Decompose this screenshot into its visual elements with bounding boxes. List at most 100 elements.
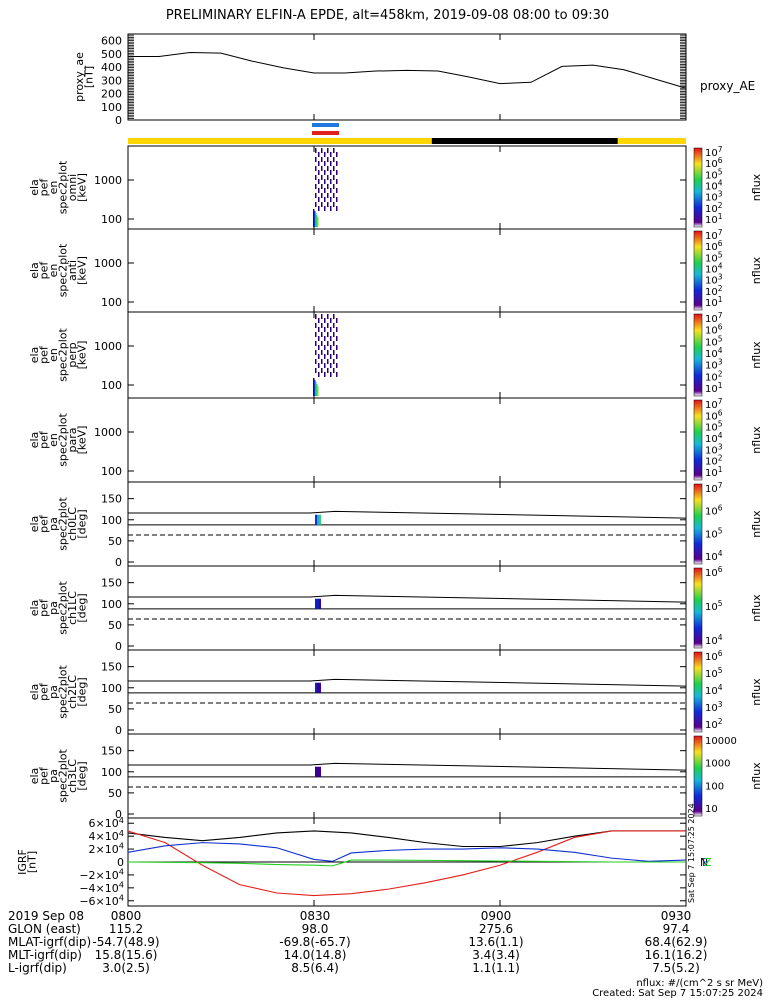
footer-value: 1.1(1.1) <box>472 961 520 975</box>
spectro-cell <box>318 363 320 368</box>
footer-value: 0930 <box>660 909 692 923</box>
spectro-cell <box>327 166 329 171</box>
colorbar <box>693 483 703 565</box>
y-tick-label: 6×104 <box>89 815 124 830</box>
footer-value: -54.7(48.9) <box>92 935 160 949</box>
spectro-cell <box>327 193 329 198</box>
y-tick-label: 1000 <box>94 174 122 187</box>
spectro-cell <box>333 202 335 207</box>
colorbar-tick: 105 <box>705 334 723 348</box>
spectro-cell <box>315 323 317 328</box>
spectro-cell <box>313 378 315 396</box>
spectro-cell <box>318 188 320 193</box>
footer-value: 14.0(14.8) <box>283 948 347 962</box>
spectro-cell <box>316 384 318 396</box>
footer-value: 16.1(16.2) <box>644 948 708 962</box>
colorbar-tick: 106 <box>705 156 723 170</box>
colorbar-tick: 103 <box>705 700 723 714</box>
spectro-cell <box>317 386 319 396</box>
y-axis-label: elapefenspec2plotperp[keV] <box>28 328 89 382</box>
status-bar-segment <box>431 138 618 144</box>
colorbar-tick: 107 <box>705 311 723 325</box>
colorbar-tick: 106 <box>705 504 723 518</box>
spectro-cell <box>336 206 338 211</box>
colorbar-label: nflux <box>750 256 763 284</box>
spectro-cell <box>318 170 320 175</box>
spectro-cell <box>333 148 335 153</box>
y-tick-label: 100 <box>101 598 122 611</box>
colorbar-tick: 103 <box>705 442 723 456</box>
spectro-cell <box>333 166 335 171</box>
spectro-cell <box>336 170 338 175</box>
spectro-cell <box>327 323 329 328</box>
colorbar-tick: 103 <box>705 190 723 204</box>
colorbar-tick: 107 <box>705 481 723 495</box>
spectro-cell <box>333 184 335 189</box>
spectro-cell <box>318 345 320 350</box>
spectro-cell <box>333 350 335 355</box>
pa-burst-cell <box>315 766 317 777</box>
panel-frame <box>127 397 687 483</box>
colorbar <box>693 651 703 733</box>
spectro-cell <box>314 211 316 227</box>
pa-burst-cell <box>319 514 321 525</box>
spectro-cell <box>315 359 317 364</box>
spectro-cell <box>315 350 317 355</box>
event-marker-blue <box>312 123 339 127</box>
y-tick-label: 1000 <box>94 340 122 353</box>
colorbar-tick: 106 <box>705 565 723 579</box>
spectro-cell <box>324 327 326 332</box>
chart-title: PRELIMINARY ELFIN-A EPDE, alt=458km, 201… <box>165 8 610 23</box>
spectro-cell <box>330 345 332 350</box>
spectro-cell <box>330 318 332 323</box>
spectro-cell <box>327 148 329 153</box>
colorbar-label: nflux <box>750 341 763 369</box>
spectro-cell <box>324 161 326 166</box>
spectro-cell <box>327 157 329 162</box>
y-tick-label: 100 <box>101 379 122 392</box>
y-tick-label: 600 <box>101 35 122 48</box>
spectro-cell <box>315 341 317 346</box>
spectro-cell <box>333 359 335 364</box>
spectro-cell <box>315 314 317 319</box>
spectro-cell <box>318 336 320 341</box>
loss-cone-upper <box>128 678 687 687</box>
y-tick-label: 100 <box>101 682 122 695</box>
spectro-cell <box>336 336 338 341</box>
colorbar-tick: 104 <box>705 633 723 647</box>
proxy-ae-line <box>128 52 687 89</box>
spectro-cell <box>327 184 329 189</box>
pa-burst-cell <box>317 514 319 525</box>
spectro-cell <box>336 197 338 202</box>
y-tick-label: 100 <box>101 766 122 779</box>
spectro-cell <box>333 193 335 198</box>
colorbar-tick: 106 <box>705 408 723 422</box>
colorbar-tick: 104 <box>705 683 723 697</box>
y-tick-label: 100 <box>101 514 122 527</box>
y-axis-label: proxy_ae[nT] <box>73 52 96 102</box>
pa-burst-cell <box>317 598 319 609</box>
footer-value: 3.4(3.4) <box>472 948 520 962</box>
panel-proxy-ae-frame <box>127 33 687 121</box>
colorbar-tick: 102 <box>705 284 723 298</box>
spectro-cell <box>321 166 323 171</box>
colorbar <box>693 567 703 649</box>
y-axis-label: elapefenspec2plotanti[keV] <box>28 243 89 297</box>
spectro-cell <box>315 148 317 153</box>
spectro-cell <box>321 193 323 198</box>
colorbar-tick: 102 <box>705 454 723 468</box>
spectro-cell <box>324 188 326 193</box>
spectro-cell <box>324 170 326 175</box>
y-tick-label: 300 <box>101 74 122 87</box>
spectro-cell <box>333 341 335 346</box>
spectro-cell <box>315 193 317 198</box>
spectro-cell <box>321 332 323 337</box>
pa-burst-cell <box>317 766 319 777</box>
colorbar-tick: 101 <box>705 381 723 395</box>
spectro-cell <box>315 368 317 373</box>
spectro-cell <box>318 152 320 157</box>
colorbar-tick: 104 <box>705 431 723 445</box>
colorbar <box>693 399 703 481</box>
spectro-cell <box>321 184 323 189</box>
spectro-cell <box>321 314 323 319</box>
